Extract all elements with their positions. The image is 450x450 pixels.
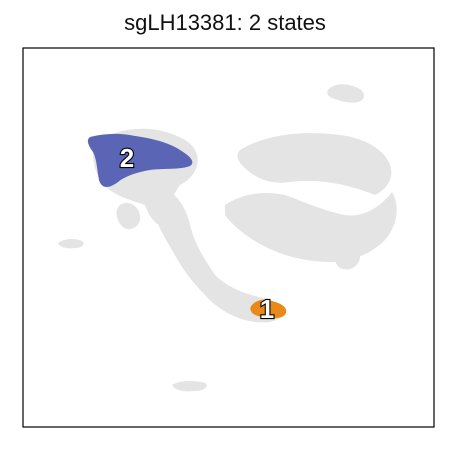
state-2-region (87, 133, 193, 187)
background-cluster (172, 380, 207, 392)
state-regions (87, 133, 287, 319)
background-cluster (327, 84, 364, 103)
state-1-label: 1 (260, 294, 274, 324)
state-labels: 2 1 (119, 142, 276, 325)
background-cluster (58, 238, 84, 249)
chart-title: sgLH13381: 2 states (124, 10, 326, 35)
background-cluster (334, 239, 361, 270)
state-2-label: 2 (120, 143, 134, 173)
background-cluster (145, 184, 284, 323)
background-cluster (116, 203, 141, 230)
state-1-region (250, 299, 287, 319)
background-cluster (237, 133, 392, 195)
background-cluster (225, 192, 397, 262)
plot-frame (22, 47, 435, 428)
background-cells (58, 84, 397, 392)
